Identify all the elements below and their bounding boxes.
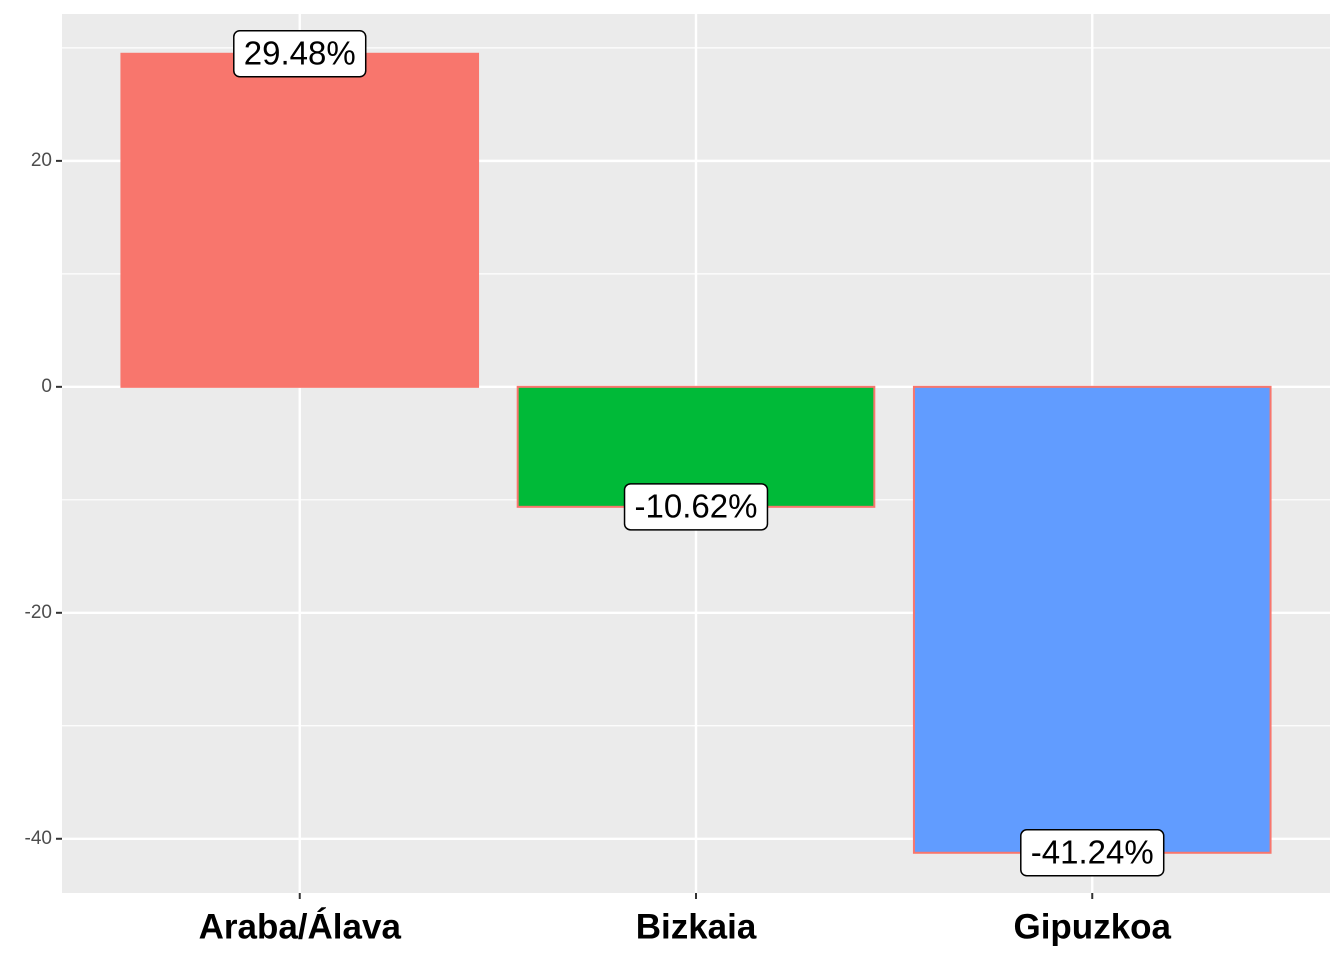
bar <box>120 52 480 388</box>
value-label-box <box>1020 829 1165 877</box>
x-tick-label: Araba/Álava <box>199 906 402 946</box>
bar <box>912 385 1272 854</box>
y-tick-label: 0 <box>41 376 52 397</box>
value-label: -41.24% <box>1031 833 1154 870</box>
value-label: -10.62% <box>635 488 758 525</box>
value-label-box <box>623 483 769 531</box>
value-label: 29.48% <box>244 34 356 71</box>
y-tick-label: -20 <box>25 602 52 623</box>
y-tick-label: 20 <box>31 150 52 171</box>
y-tick-label: -40 <box>25 828 52 849</box>
x-tick-label: Gipuzkoa <box>1013 907 1171 946</box>
value-label-box <box>233 30 367 78</box>
x-tick-label: Bizkaia <box>636 907 757 946</box>
